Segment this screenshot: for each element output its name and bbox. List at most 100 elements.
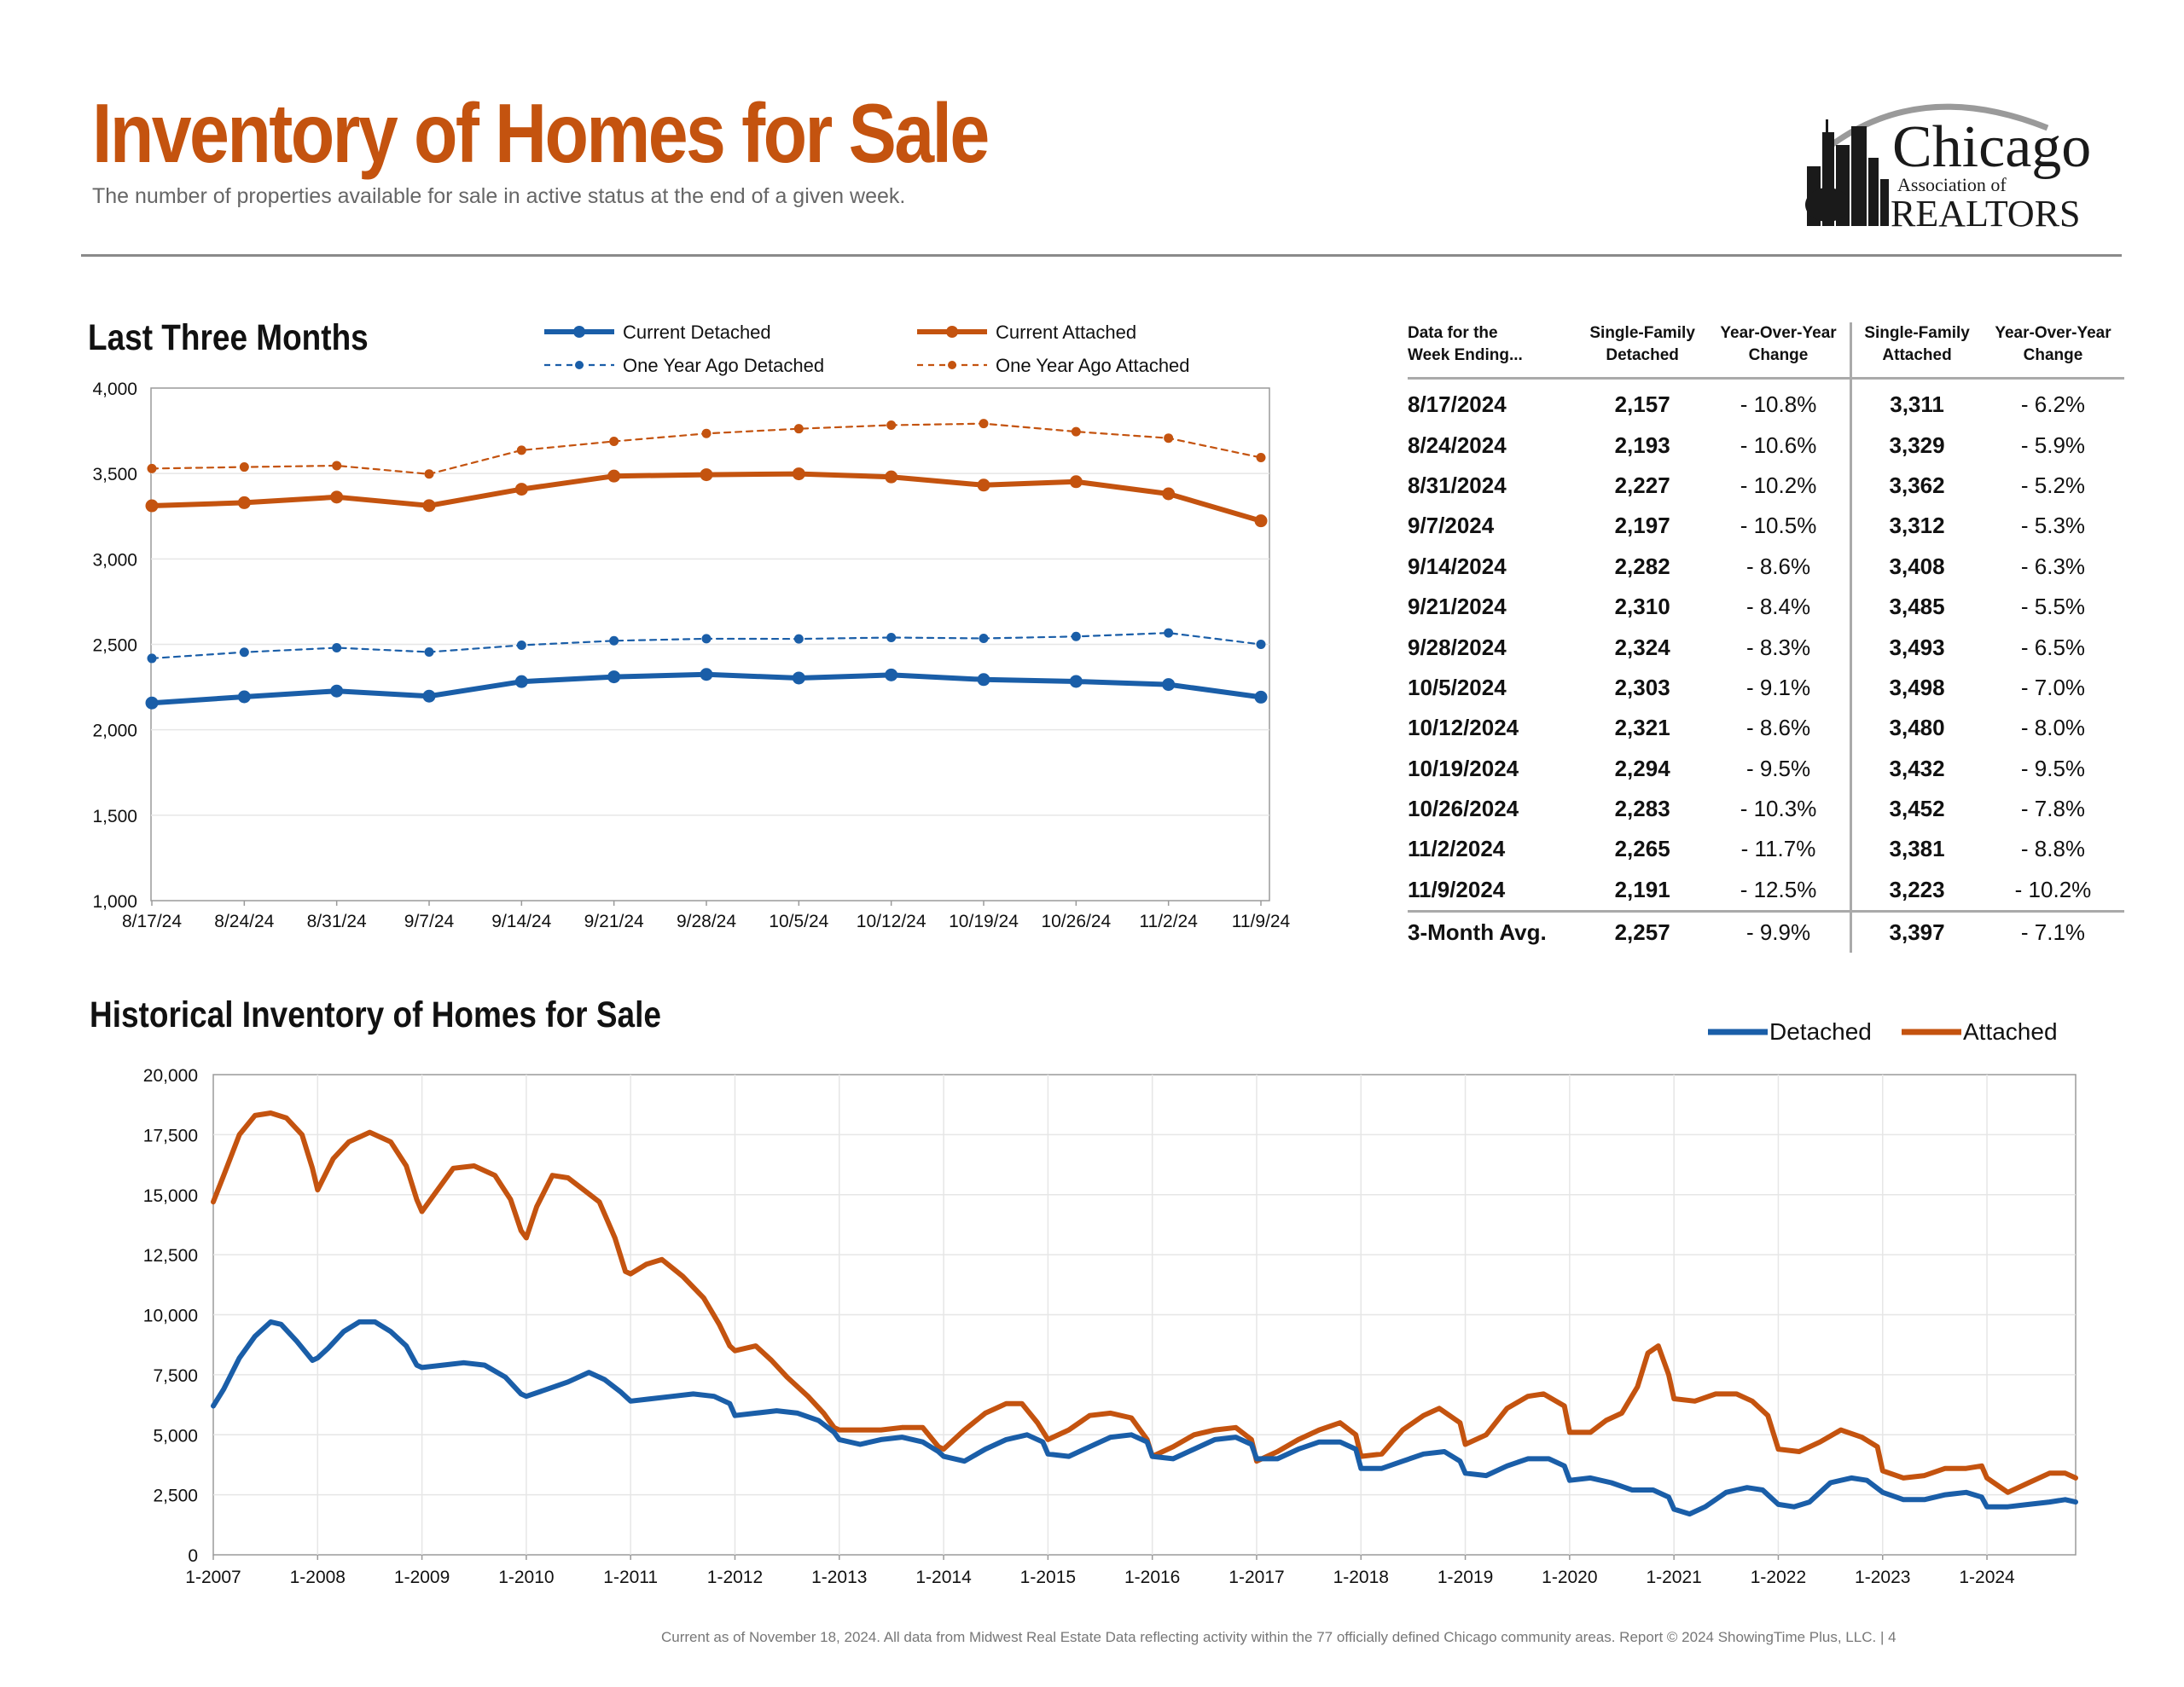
detached-cell: 2,227 [1614,472,1670,498]
attached-yoy-cell: - 5.3% [2020,513,2086,539]
attached-cell: 3,397 [1850,910,1982,954]
y-tick-label: 20,000 [143,1066,198,1086]
table-row: 8/31/2024 2,227 - 10.2% 3,362 - 5.2% [1408,465,2124,507]
attached-yoy-cell: - 9.5% [2020,755,2086,781]
data-point-one-year-ago-detached [1164,628,1174,638]
attached-yoy-cell: - 6.2% [2020,391,2086,418]
table-row: 11/9/2024 2,191 - 12.5% 3,223 - 10.2% [1408,869,2124,912]
week-cell: 10/12/2024 [1408,715,1519,741]
x-tick-label: 1-2013 [811,1568,867,1587]
y-tick-label: 15,000 [143,1186,198,1206]
data-point-one-year-ago-detached [793,634,804,644]
data-point-current-attached [792,467,805,481]
y-tick-label: 10,000 [143,1307,198,1326]
x-tick-label: 1-2015 [1020,1568,1076,1587]
detached-yoy-cell: - 10.8% [1706,378,1853,426]
data-point-one-year-ago-detached [1256,640,1266,649]
table-row: 10/5/2024 2,303 - 9.1% 3,498 - 7.0% [1408,667,2124,709]
week-cell: 10/5/2024 [1408,674,1507,700]
attached-cell: 3,485 [1889,594,1945,620]
attached-cell: 3,432 [1889,755,1945,781]
x-tick-label: 11/9/24 [1232,912,1291,931]
attached-yoy-cell: - 5.2% [2020,472,2086,498]
week-cell: 9/7/2024 [1408,513,1495,539]
attached-yoy-cell: - 7.8% [2020,796,2086,822]
x-tick-label: 1-2008 [290,1568,346,1587]
x-tick-label: 8/17/24 [122,912,182,931]
table-row: 9/21/2024 2,310 - 8.4% 3,485 - 5.5% [1408,586,2124,628]
x-tick-label: 1-2016 [1124,1568,1180,1587]
data-point-current-detached [237,690,251,704]
detached-yoy-cell: - 10.5% [1706,506,1853,547]
series-line-attached [211,1110,2078,1495]
data-point-one-year-ago-attached [793,424,804,434]
data-point-one-year-ago-attached [1164,433,1174,443]
data-point-current-attached [330,490,344,504]
recent-inventory-chart: 1,000 1,500 2,000 2,500 3,000 3,500 4,000 8/17/… [92,322,1291,931]
y-tick-label: 7,500 [153,1366,198,1386]
legend-label: Attached [1963,1018,2058,1045]
y-tick-label: 2,000 [92,722,137,741]
data-point-current-attached [977,478,990,492]
detached-cell: 2,265 [1614,836,1670,862]
legend-label: Current Detached [623,322,771,343]
detached-yoy-cell: - 10.6% [1706,425,1853,466]
data-point-current-detached [1162,678,1176,692]
x-tick-label: 11/2/24 [1139,912,1198,931]
x-tick-label: 1-2021 [1646,1568,1701,1587]
series-line-detached [211,1319,2078,1517]
page-title: Inventory of Homes for Sale [92,86,990,180]
y-tick-label: 0 [188,1546,198,1566]
data-point-current-attached [1162,487,1176,501]
data-point-one-year-ago-detached [886,632,897,642]
detached-cell: 2,282 [1614,553,1670,579]
x-tick-label: 9/14/24 [491,912,551,931]
detached-cell: 2,310 [1614,594,1670,620]
x-tick-label: 10/12/24 [857,912,926,931]
y-tick-label: 3,000 [92,550,137,570]
footer-note: Current as of November 18, 2024. All dat… [661,1629,1896,1645]
x-tick-label: 1-2019 [1438,1568,1493,1587]
detached-yoy-cell: - 8.4% [1706,586,1853,628]
x-tick-label: 1-2017 [1228,1568,1284,1587]
y-tick-label: 3,500 [92,465,137,484]
data-point-current-detached [422,689,436,703]
data-point-current-detached [1254,690,1268,704]
data-point-one-year-ago-attached [886,420,897,430]
detached-yoy-cell: - 10.2% [1706,465,1853,507]
week-cell: 11/9/2024 [1408,876,1506,902]
attached-yoy-cell: - 7.1% [1981,910,2124,954]
detached-cell: 2,191 [1614,876,1670,902]
detached-cell: 2,324 [1614,634,1670,660]
data-point-current-detached [700,668,713,681]
x-tick-label: 9/7/24 [404,912,455,931]
data-point-one-year-ago-attached [516,445,526,455]
x-tick-label: 10/5/24 [769,912,828,931]
y-tick-label: 1,000 [92,892,137,912]
table-row: 10/12/2024 2,321 - 8.6% 3,480 - 8.0% [1408,708,2124,749]
y-tick-label: 17,500 [143,1126,198,1145]
x-tick-label: 8/31/24 [307,912,367,931]
logo-realtors: REALTORS [1891,193,2081,235]
data-point-current-attached [1069,475,1083,489]
historical-inventory-chart: 0 2,500 5,000 7,500 10,000 12,500 15,000 17,500… [143,1018,2078,1587]
data-point-current-detached [885,668,898,681]
attached-cell: 3,312 [1889,513,1945,539]
legend-marker-one-year-ago-attached [948,361,956,369]
data-point-current-attached [607,469,621,483]
x-tick-label: 1-2009 [394,1568,450,1587]
data-point-one-year-ago-attached [1256,453,1266,463]
week-cell: 10/26/2024 [1408,796,1519,822]
detached-yoy-cell: - 11.7% [1706,829,1853,870]
table-row: 8/17/2024 2,157 - 10.8% 3,311 - 6.2% [1408,378,2124,426]
attached-yoy-cell: - 6.5% [2020,634,2086,660]
data-point-one-year-ago-attached [609,437,619,447]
col-header-attached-yoy: Year-Over-Year Change [1981,322,2124,380]
detached-yoy-cell: - 8.3% [1706,627,1853,668]
detached-yoy-cell: - 12.5% [1706,869,1853,912]
legend-marker-one-year-ago-detached [575,361,584,369]
y-tick-label: 2,500 [92,636,137,656]
week-cell: 9/21/2024 [1408,594,1507,620]
week-cell: 8/31/2024 [1408,472,1507,498]
y-tick-label: 1,500 [92,807,137,826]
